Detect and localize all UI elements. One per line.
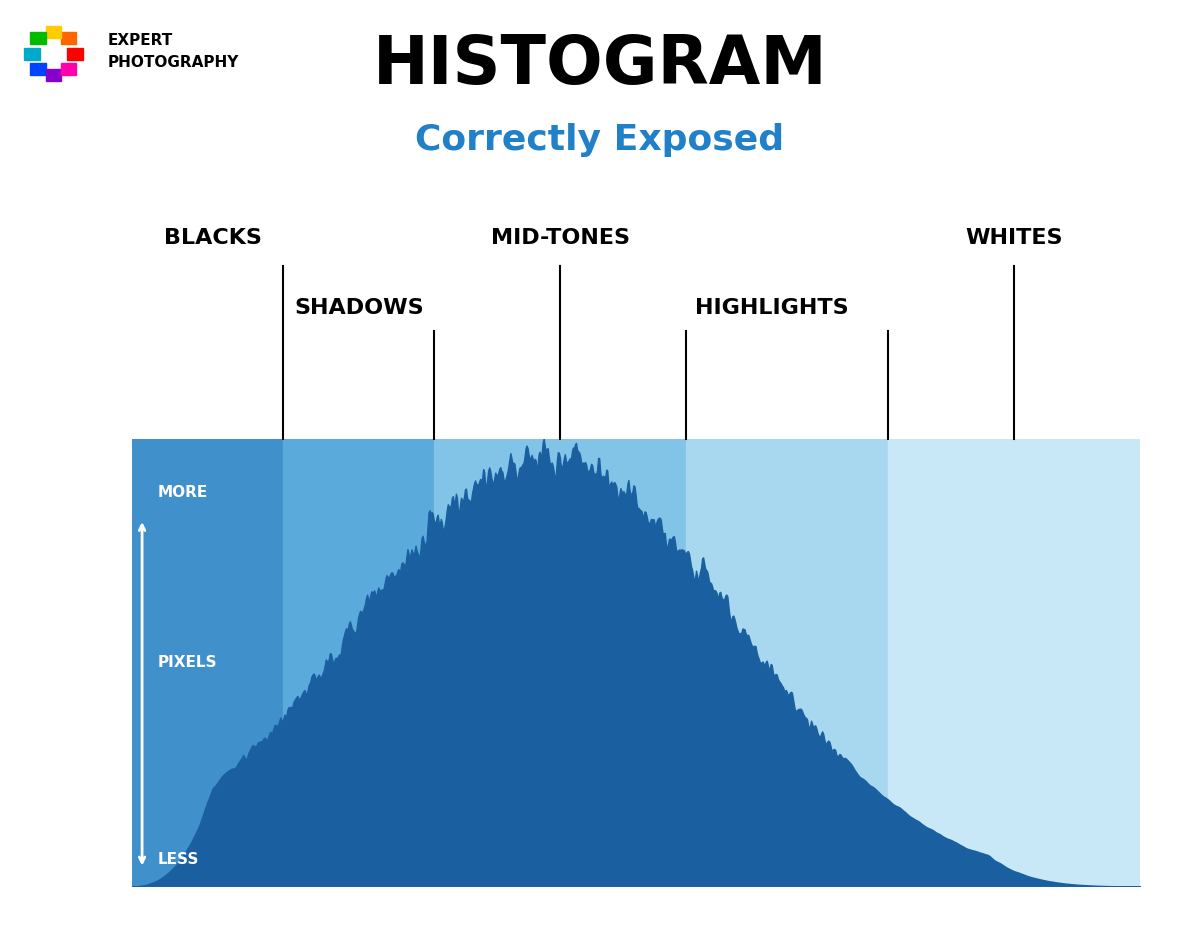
Text: PIXELS: PIXELS	[157, 655, 217, 670]
Text: WHITES: WHITES	[965, 228, 1063, 248]
Text: MID-TONES: MID-TONES	[491, 228, 630, 248]
Text: HIGHLIGHTS: HIGHLIGHTS	[695, 298, 848, 318]
Bar	[283, 439, 434, 886]
Bar	[686, 439, 888, 886]
Text: SHADOWS: SHADOWS	[294, 298, 424, 318]
Bar	[434, 439, 686, 886]
Text: Correctly Exposed: Correctly Exposed	[415, 123, 785, 157]
Text: HISTOGRAM: HISTOGRAM	[373, 33, 827, 98]
Bar	[888, 439, 1140, 886]
Text: LESS: LESS	[157, 852, 198, 867]
Text: PHOTOGRAPHY: PHOTOGRAPHY	[108, 55, 239, 70]
Bar	[132, 439, 283, 886]
Text: MORE: MORE	[157, 485, 208, 500]
Text: BLACKS: BLACKS	[163, 228, 262, 248]
Text: EXPERT: EXPERT	[108, 33, 173, 48]
